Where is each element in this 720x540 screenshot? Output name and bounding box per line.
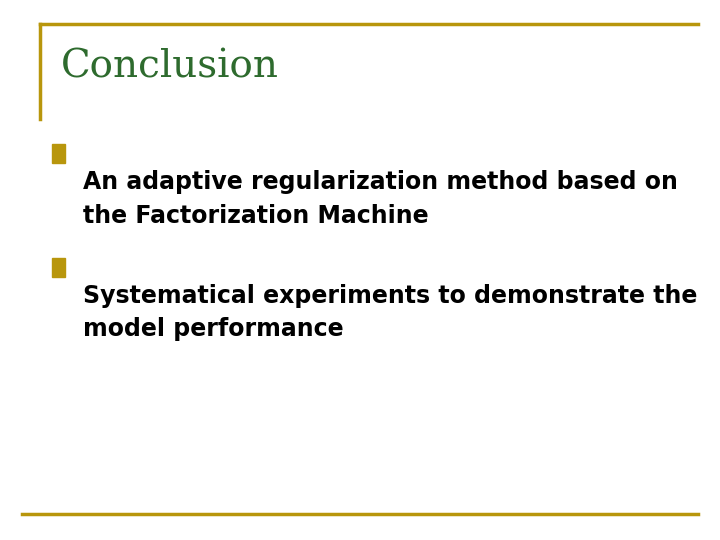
Text: Conclusion: Conclusion: [61, 49, 279, 86]
Bar: [52, 144, 65, 163]
Bar: [52, 258, 65, 276]
Text: Systematical experiments to demonstrate the
model performance: Systematical experiments to demonstrate …: [83, 284, 697, 341]
Text: An adaptive regularization method based on
the Factorization Machine: An adaptive regularization method based …: [83, 170, 678, 227]
